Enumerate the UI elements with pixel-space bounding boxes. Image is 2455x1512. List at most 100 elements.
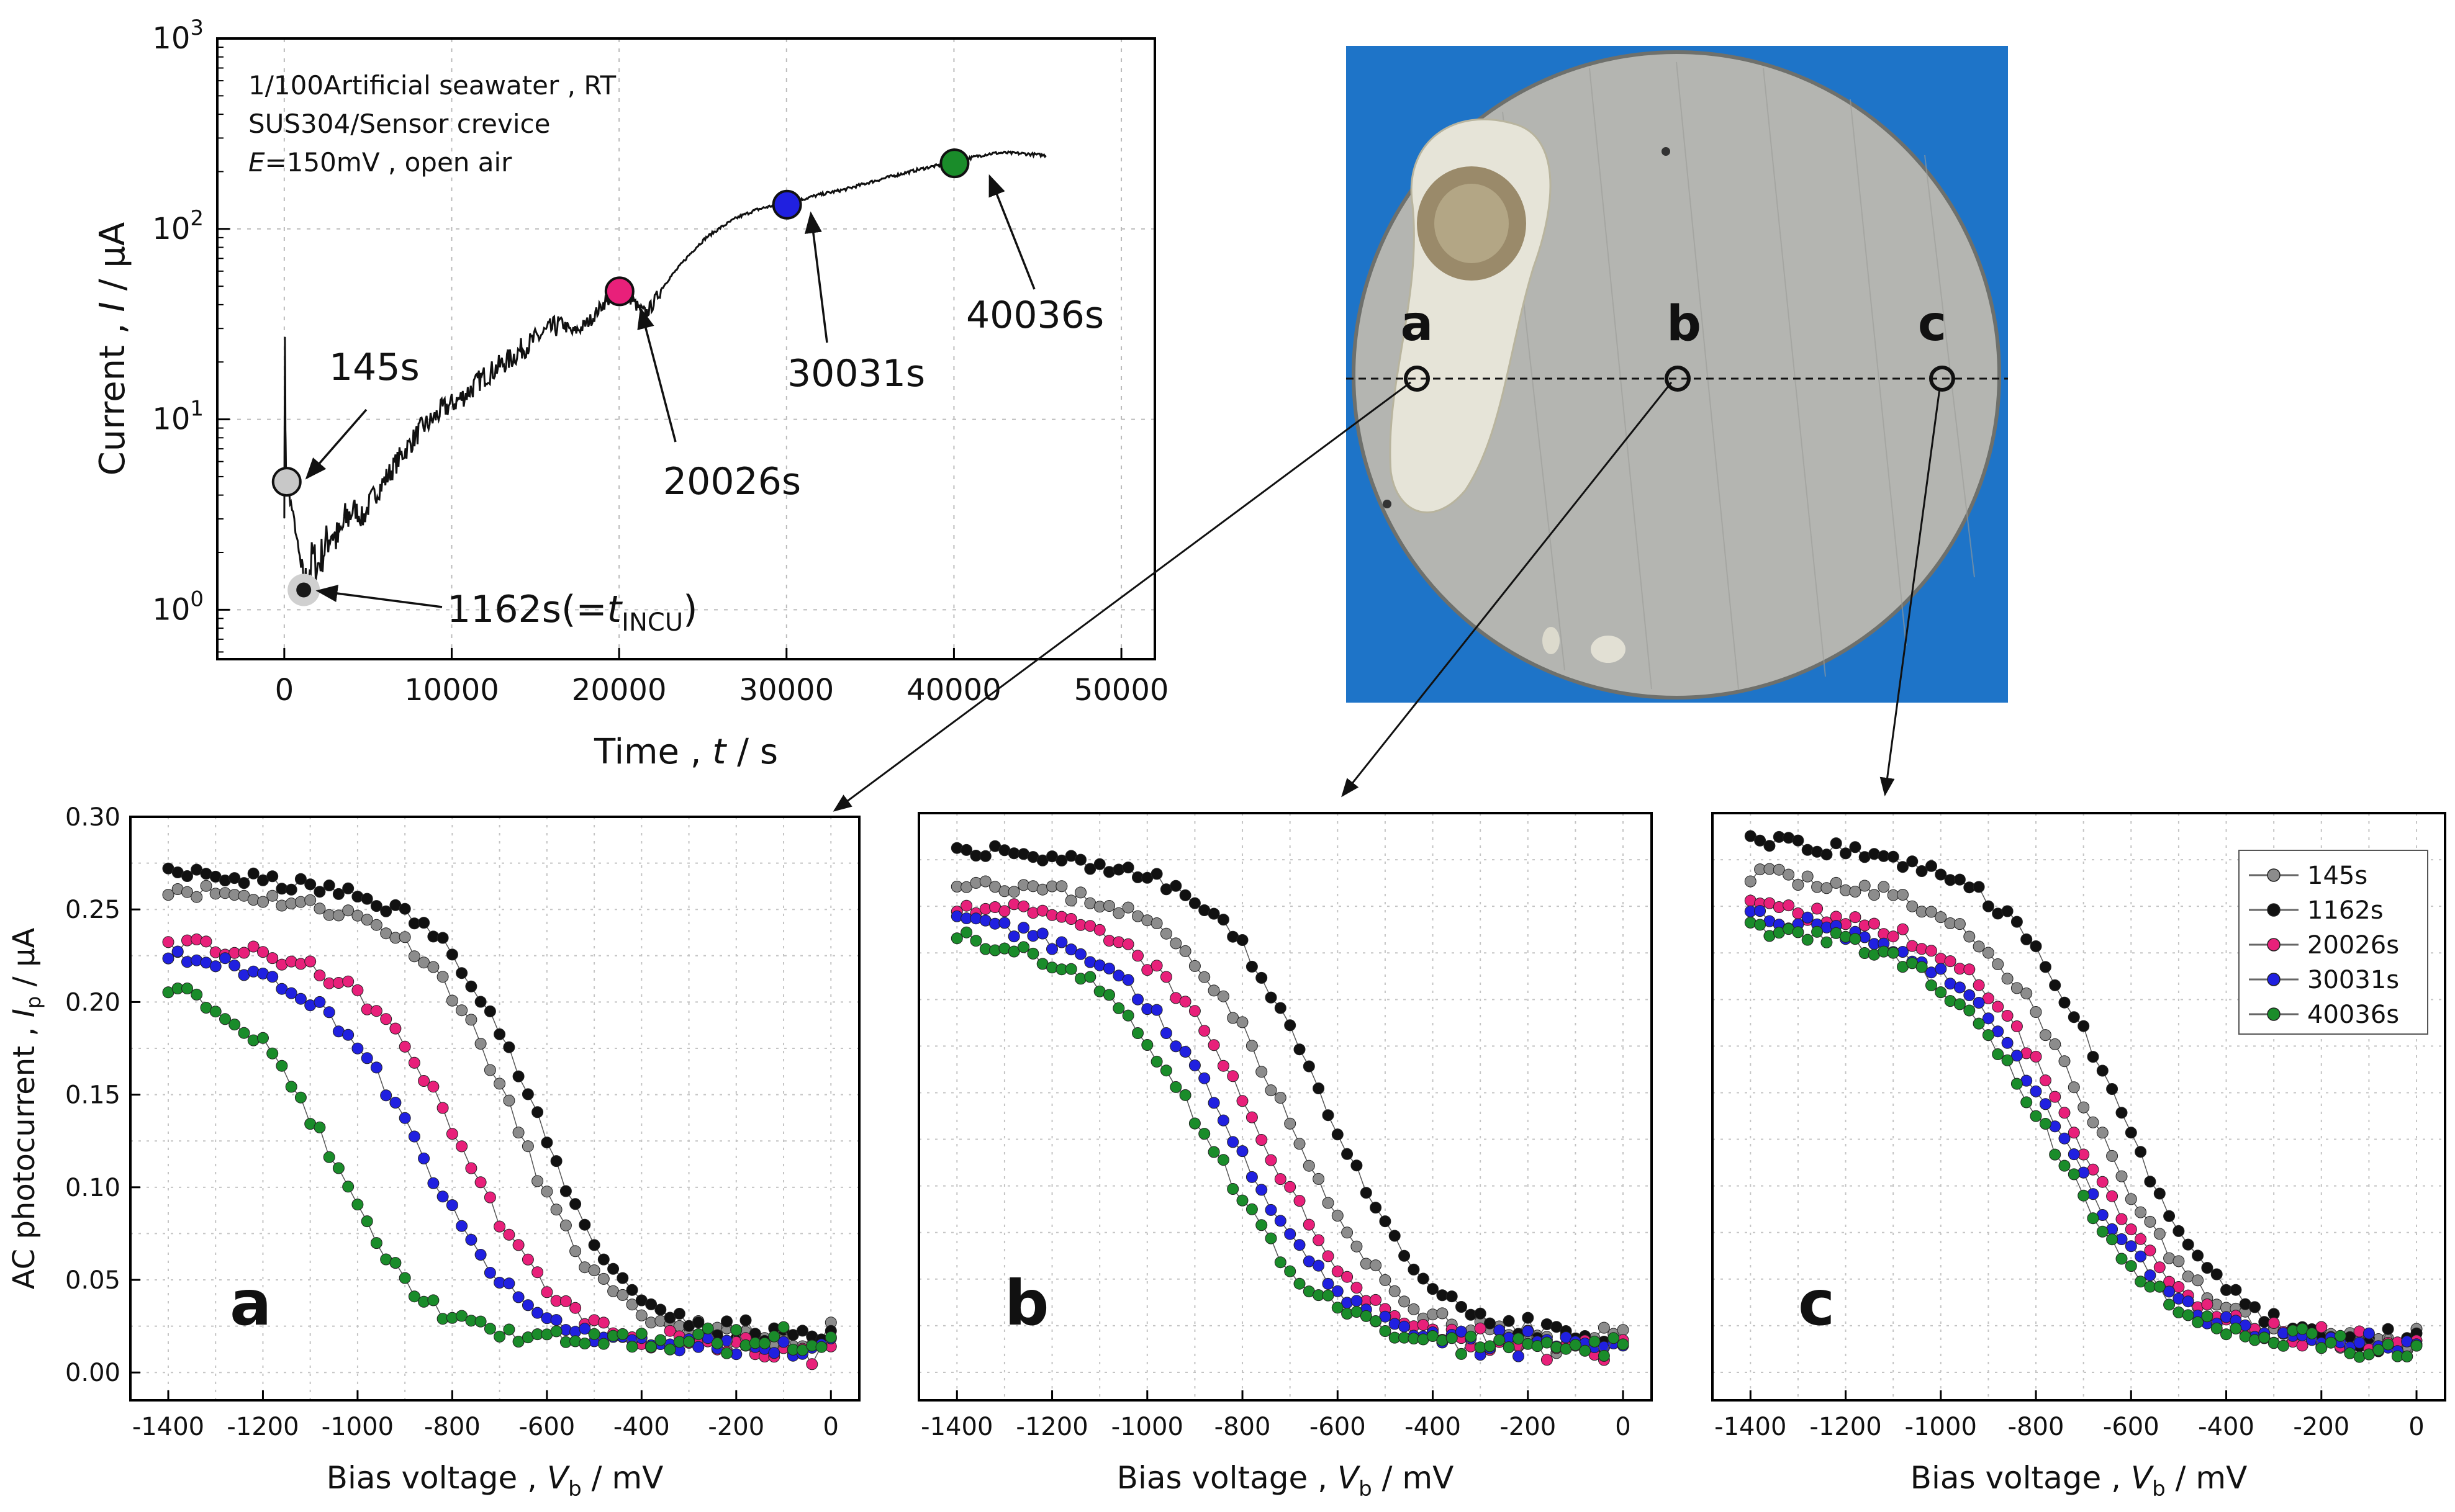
data-point-1162s	[607, 1262, 620, 1275]
tl-y-tick-base: 10	[152, 592, 190, 627]
data-point-30031s	[171, 945, 184, 958]
data-point-20026s	[1849, 911, 1861, 924]
data-point-30031s	[370, 1061, 382, 1074]
data-point-30031s	[1982, 1012, 1994, 1025]
data-point-30031s	[550, 1314, 563, 1326]
data-point-20026s	[1322, 1250, 1334, 1262]
specimen-photo: a b c	[1346, 46, 2008, 703]
data-point-30031s	[970, 912, 982, 925]
panel-b-x-label-unit: / mV	[1372, 1460, 1454, 1496]
data-point-20026s	[1151, 960, 1163, 972]
panel-y-tick-label: 0.05	[65, 1266, 120, 1295]
data-point-20026s	[1227, 1070, 1239, 1082]
data-point-20026s	[380, 1013, 392, 1025]
data-point-40036s	[2001, 1054, 2014, 1066]
data-point-40036s	[1840, 930, 1851, 943]
current-trace	[283, 150, 1047, 596]
data-point-40036s	[2230, 1322, 2242, 1334]
data-point-145s	[1246, 1040, 1258, 1052]
data-point-30031s	[1963, 989, 1976, 1001]
data-point-20026s	[2068, 1127, 2080, 1139]
data-point-40036s	[815, 1341, 828, 1353]
data-point-20026s	[2296, 1339, 2308, 1352]
data-point-145s	[2096, 1127, 2109, 1139]
tl-x-axis-label-unit: / s	[726, 732, 778, 772]
data-point-40036s	[209, 1006, 222, 1018]
data-point-40036s	[1992, 1048, 2004, 1060]
data-point-145s	[266, 889, 279, 902]
data-point-145s	[2115, 1170, 2128, 1182]
arrow-145s	[305, 408, 368, 480]
data-point-1162s	[304, 878, 317, 891]
data-point-40036s	[1236, 1194, 1249, 1207]
data-point-20026s	[1915, 943, 1928, 955]
data-point-1162s	[2201, 1262, 2213, 1274]
data-point-20026s	[427, 1081, 440, 1093]
data-point-1162s	[370, 900, 382, 912]
data-point-1162s	[1792, 834, 1804, 847]
data-point-40036s	[777, 1321, 790, 1333]
panel-b: -1400 -1200 -1000 -800 -600 -400 -200 0 b Bias …	[918, 812, 1653, 1501]
data-point-145s	[588, 1264, 600, 1277]
data-point-20026s	[559, 1295, 572, 1307]
data-point-40036s	[2372, 1344, 2385, 1356]
data-point-20026s	[436, 1102, 449, 1114]
data-point-20026s	[1198, 1025, 1211, 1037]
data-point-145s	[1075, 886, 1087, 899]
data-point-20026s	[541, 1286, 553, 1298]
data-point-40036s	[238, 1027, 250, 1039]
data-point-145s	[1065, 894, 1077, 907]
data-point-1162s	[588, 1239, 600, 1251]
data-point-40036s	[588, 1328, 600, 1340]
data-point-1162s	[1341, 1148, 1354, 1160]
data-point-145s	[1284, 1117, 1296, 1130]
data-point-40036s	[2382, 1338, 2394, 1351]
data-point-20026s	[408, 1056, 420, 1069]
tl-y-axis-label-symbol: I	[93, 302, 133, 312]
tl-y-tick-label: 100	[152, 587, 204, 627]
data-point-20026s	[2201, 1298, 2213, 1310]
data-point-1162s	[342, 882, 355, 894]
data-point-30031s	[389, 1097, 402, 1109]
data-point-30031s	[266, 971, 279, 983]
data-point-1162s	[1179, 889, 1191, 901]
data-point-145s	[418, 956, 430, 969]
data-point-30031s	[2182, 1295, 2194, 1308]
data-point-40036s	[2296, 1323, 2308, 1335]
data-point-40036s	[1982, 1029, 1994, 1042]
data-point-20026s	[1265, 1154, 1277, 1166]
data-point-20026s	[2010, 1020, 2023, 1032]
data-point-1162s	[797, 1325, 808, 1337]
data-point-40036s	[1322, 1289, 1334, 1302]
data-point-40036s	[342, 1181, 355, 1193]
data-point-20026s	[1540, 1354, 1553, 1366]
data-point-1162s	[503, 1041, 515, 1053]
tl-y-axis-label-unit: / μA	[93, 222, 133, 302]
panel-a-x-axis-label: Bias voltage , Vb / mV	[327, 1460, 664, 1501]
data-point-40036s	[2087, 1212, 2099, 1225]
tl-x-tick-label: 10000	[404, 673, 499, 708]
tl-y-tick-label: 102	[152, 206, 204, 246]
data-point-1162s	[512, 1070, 525, 1082]
data-point-30031s	[1151, 1004, 1163, 1016]
tl-y-tick-base: 10	[152, 212, 190, 246]
panel-x-tick-label: -800	[1214, 1413, 1271, 1441]
marker-label-1162s-pre: 1162s(=	[447, 588, 607, 631]
data-point-40036s	[389, 1257, 402, 1269]
panel-a-y-label-unit: / μA	[7, 928, 42, 996]
data-point-20026s	[1255, 1134, 1268, 1146]
data-point-30031s	[692, 1341, 705, 1353]
data-point-40036s	[1607, 1332, 1620, 1344]
data-point-40036s	[1811, 925, 1824, 938]
data-point-1162s	[1849, 841, 1861, 853]
data-point-20026s	[314, 970, 326, 981]
panel-y-tick-label: 0.15	[65, 1081, 120, 1110]
data-point-40036s	[1963, 1004, 1976, 1017]
data-point-145s	[1868, 889, 1880, 901]
data-point-40036s	[1370, 1315, 1382, 1327]
data-point-145s	[1830, 876, 1842, 889]
data-point-40036s	[1427, 1330, 1439, 1342]
data-point-30031s	[342, 1028, 355, 1041]
data-point-1162s	[2144, 1176, 2156, 1188]
